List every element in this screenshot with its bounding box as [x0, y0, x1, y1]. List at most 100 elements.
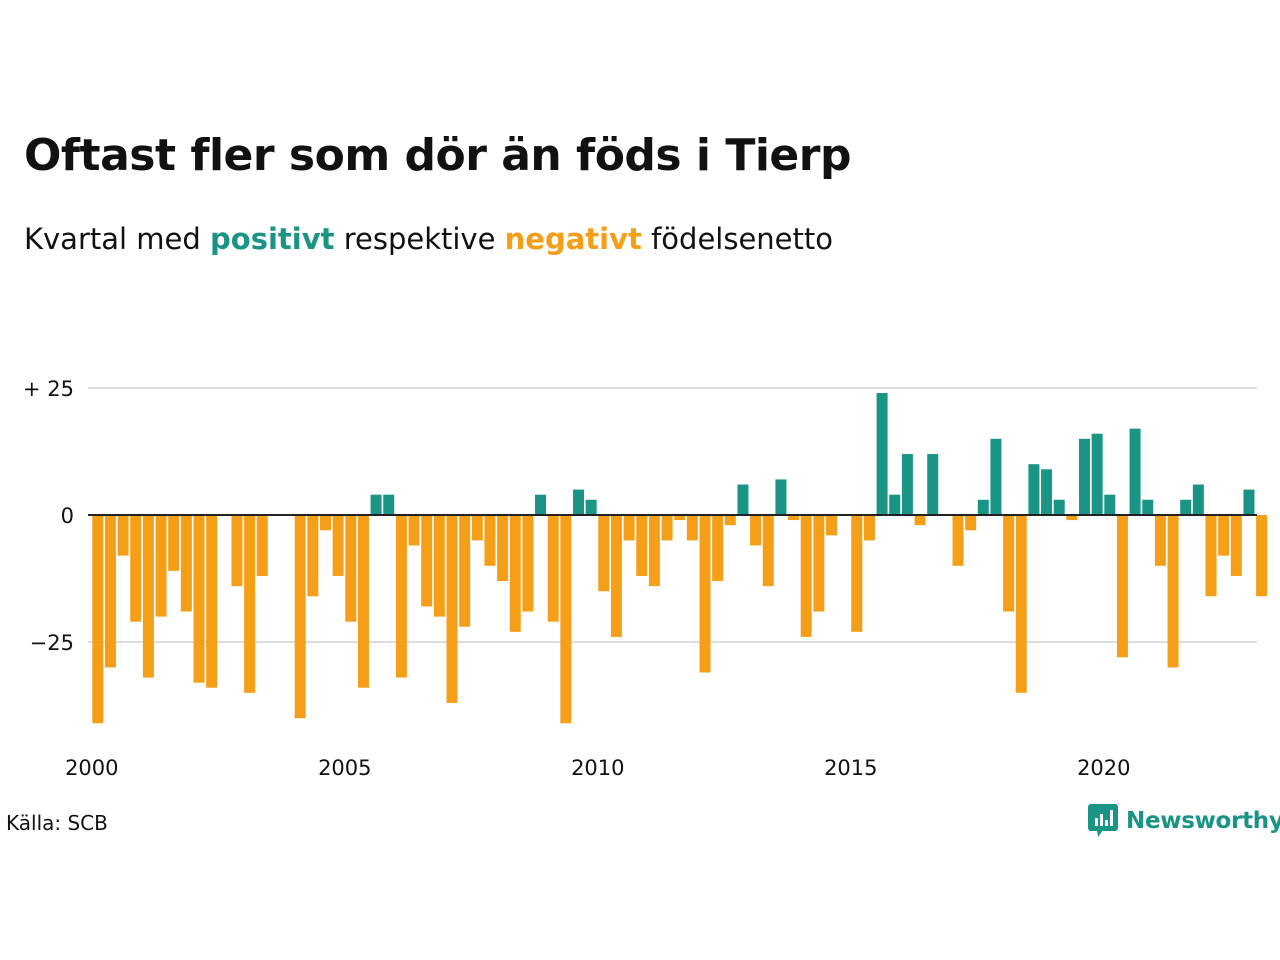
newsworthy-logo-text: Newsworthy	[1126, 808, 1280, 834]
bar	[459, 515, 471, 627]
bar	[1167, 515, 1179, 668]
bar	[497, 515, 509, 582]
bar	[712, 515, 724, 582]
x-tick-label: 2005	[318, 756, 371, 780]
bar	[1028, 464, 1040, 515]
bar	[104, 515, 116, 668]
bar	[1256, 515, 1268, 597]
bar	[332, 515, 344, 576]
bar	[1180, 499, 1192, 515]
bar	[345, 515, 357, 622]
y-tick-label: −25	[30, 631, 74, 655]
bar	[1003, 515, 1015, 612]
bar	[206, 515, 218, 688]
grid-lines	[88, 387, 1257, 643]
bar-chart: + 25 0 −25 2000 2005 2010 2015 2020	[23, 377, 1268, 780]
bar	[547, 515, 559, 622]
bar	[357, 515, 369, 688]
newsworthy-logo: Newsworthy	[1088, 804, 1280, 838]
bar	[484, 515, 496, 566]
bars	[92, 393, 1268, 724]
bar	[370, 494, 382, 515]
bar	[294, 515, 306, 719]
bar	[471, 515, 483, 541]
bar	[92, 515, 104, 724]
bar	[395, 515, 407, 678]
subtitle-text-after: födelsenetto	[641, 222, 833, 256]
bar	[231, 515, 243, 587]
bar	[244, 515, 256, 693]
bar	[1243, 489, 1255, 515]
subtitle-positive: positivt	[210, 222, 335, 256]
bar	[117, 515, 129, 556]
bar	[952, 515, 964, 566]
bar	[180, 515, 192, 612]
y-axis-ticks: + 25 0 −25	[23, 377, 74, 655]
x-tick-label: 2010	[571, 756, 624, 780]
bar	[320, 515, 331, 531]
bar	[737, 484, 749, 515]
bar	[648, 515, 660, 587]
bar	[1041, 469, 1053, 515]
bar	[1218, 515, 1230, 556]
bar	[1129, 428, 1141, 515]
bar	[408, 515, 420, 546]
source-note: Källa: SCB	[6, 811, 108, 835]
subtitle-negative: negativt	[504, 222, 642, 256]
bar	[901, 454, 913, 515]
bar	[1079, 438, 1090, 515]
x-tick-label: 2000	[65, 756, 118, 780]
bar	[1205, 515, 1217, 597]
bar	[193, 515, 205, 683]
bar	[977, 499, 989, 515]
bar	[573, 489, 584, 515]
bar	[750, 515, 762, 546]
bar	[965, 515, 977, 531]
bar	[775, 479, 787, 515]
bar	[1091, 433, 1103, 515]
bar	[851, 515, 863, 632]
bar	[813, 515, 825, 612]
bar	[1192, 484, 1204, 515]
bar	[623, 515, 635, 541]
bar	[155, 515, 167, 617]
bar	[610, 515, 622, 637]
bar	[1116, 515, 1128, 658]
bar	[990, 438, 1002, 515]
bar	[307, 515, 319, 597]
chart-subtitle: Kvartal med positivt respektive negativt…	[24, 222, 833, 256]
bar	[636, 515, 648, 576]
newsworthy-logo-icon	[1088, 804, 1118, 837]
bar	[800, 515, 812, 637]
bar	[914, 515, 926, 526]
bar	[535, 494, 547, 515]
subtitle-text-before: Kvartal med	[24, 222, 211, 256]
bar	[661, 515, 673, 541]
bar	[1142, 499, 1154, 515]
bar	[889, 494, 901, 515]
bar	[142, 515, 154, 678]
bar	[168, 515, 180, 571]
bar	[560, 515, 572, 724]
bar	[585, 499, 597, 515]
bar	[1053, 499, 1065, 515]
bar	[1230, 515, 1242, 576]
bar	[421, 515, 433, 607]
bar	[674, 515, 686, 521]
bar	[876, 393, 888, 515]
bar	[927, 454, 939, 515]
bar	[1104, 494, 1116, 515]
bar	[686, 515, 698, 541]
bar	[826, 515, 837, 536]
bar	[1015, 515, 1027, 693]
y-tick-label: + 25	[23, 377, 74, 401]
bar	[788, 515, 800, 521]
bar	[256, 515, 268, 576]
bar	[522, 515, 534, 612]
bar	[1154, 515, 1166, 566]
chart-title: Oftast fler som dör än föds i Tierp	[24, 130, 851, 181]
y-tick-label: 0	[61, 504, 74, 528]
bar	[433, 515, 445, 617]
bar	[383, 494, 395, 515]
bar	[1066, 515, 1078, 521]
